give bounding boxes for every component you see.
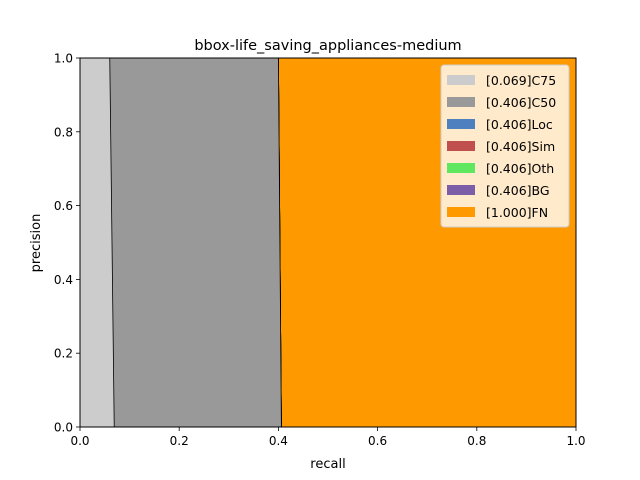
- x-axis-label: recall: [310, 457, 345, 472]
- chart-title: bbox-life_saving_appliances-medium: [194, 38, 461, 54]
- legend-label: [1.000]FN: [486, 205, 548, 220]
- x-tick-label: 0.0: [70, 434, 89, 448]
- y-tick-label: 0.4: [54, 273, 73, 287]
- legend-swatch: [447, 163, 475, 173]
- y-tick-label: 0.8: [54, 125, 73, 139]
- series-areas: [79, 57, 577, 428]
- legend-swatch: [447, 185, 475, 195]
- legend-label: [0.406]Loc: [486, 117, 553, 132]
- x-tick-label: 0.8: [467, 434, 486, 448]
- x-tick-label: 0.2: [170, 434, 189, 448]
- x-tick-label: 0.4: [269, 434, 288, 448]
- y-tick-label: 0.0: [54, 421, 73, 435]
- legend-swatch: [447, 119, 475, 129]
- y-tick-label: 0.6: [54, 199, 73, 213]
- plot-frame: [79, 57, 577, 428]
- legend-swatch: [447, 75, 475, 85]
- x-axis: 0.0 0.2 0.4 0.6 0.8 1.0: [70, 427, 586, 448]
- legend-label: [0.406]C50: [486, 95, 556, 110]
- legend-label: [0.406]BG: [486, 183, 550, 198]
- y-tick-label: 0.2: [54, 347, 73, 361]
- x-tick-label: 1.0: [566, 434, 585, 448]
- legend-swatch: [447, 141, 475, 151]
- y-axis: 0.0 0.2 0.4 0.6 0.8 1.0: [54, 52, 80, 435]
- legend: [0.069]C75 [0.406]C50 [0.406]Loc [0.406]Sim…: [440, 64, 570, 228]
- area-series-0: [79, 57, 115, 428]
- legend-swatch: [447, 207, 475, 217]
- x-tick-label: 0.6: [368, 434, 387, 448]
- y-axis-label: precision: [29, 214, 44, 273]
- legend-swatch: [447, 97, 475, 107]
- y-tick-label: 1.0: [54, 52, 73, 66]
- legend-label: [0.406]Sim: [486, 139, 555, 154]
- legend-label: [0.069]C75: [486, 73, 556, 88]
- legend-label: [0.406]Oth: [486, 161, 554, 176]
